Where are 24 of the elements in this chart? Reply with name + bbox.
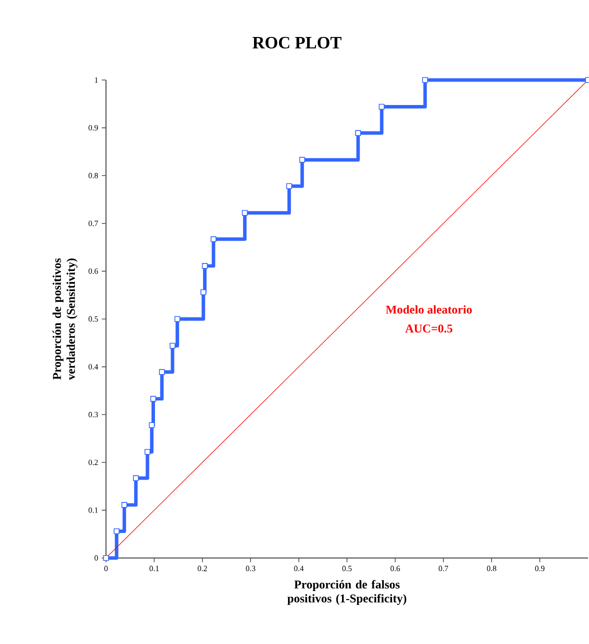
- point: [299, 156, 306, 163]
- annotation: AUC=0.5: [405, 324, 452, 333]
- point: [159, 369, 165, 375]
- point: [148, 422, 155, 428]
- point: [422, 77, 428, 83]
- chart-title: ROC PLOT: [252, 36, 342, 48]
- point: [144, 448, 150, 455]
- point: [150, 396, 156, 402]
- point: [114, 528, 120, 534]
- point: [103, 555, 109, 561]
- point: [174, 316, 180, 322]
- point: [170, 342, 176, 349]
- point: [355, 130, 361, 136]
- point: [121, 502, 128, 508]
- point: [202, 263, 208, 269]
- point: [210, 236, 216, 242]
- x-axis-title: Proporción de falsos positivos (1-Specificity): [287, 580, 406, 605]
- point: [242, 210, 248, 216]
- y-axis-title: Proporción de positivos verdaderos (Sensitivity): [52, 258, 78, 380]
- point: [200, 289, 206, 296]
- point: [132, 475, 139, 482]
- point: [378, 104, 385, 110]
- annotation: Modelo aleatorio: [386, 305, 472, 314]
- point: [286, 183, 292, 189]
